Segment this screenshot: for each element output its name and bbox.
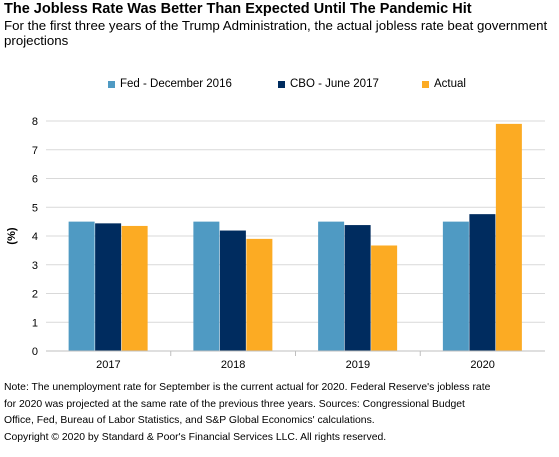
- legend-item-cbo: CBO - June 2017: [278, 78, 379, 90]
- x-tick-label: 2019: [346, 359, 370, 371]
- legend-item-fed: Fed - December 2016: [108, 78, 232, 90]
- chart-title: The Jobless Rate Was Better Than Expecte…: [4, 1, 472, 17]
- chart-subtitle: For the first three years of the Trump A…: [4, 18, 548, 48]
- y-tick-label: 3: [32, 260, 38, 272]
- y-tick-label: 7: [32, 145, 38, 157]
- bar: [121, 225, 148, 351]
- footnote-line: for 2020 was projected at the same rate …: [4, 398, 465, 410]
- bar: [318, 221, 345, 351]
- footnote: Note: The unemployment rate for Septembe…: [4, 380, 554, 446]
- x-tick-label: 2017: [96, 359, 120, 371]
- bar: [371, 245, 398, 351]
- y-tick-label: 2: [32, 289, 38, 301]
- bar: [495, 123, 522, 351]
- bar: [442, 221, 469, 351]
- chart-legend: Fed - December 2016 CBO - June 2017 Actu…: [0, 78, 559, 94]
- footnote-line: Office, Fed, Bureau of Labor Statistics,…: [4, 415, 375, 426]
- y-tick-label: 8: [32, 116, 38, 128]
- bar-chart: 0 1 2 3 4 5 6 7 8 (%) 2017 2018 2019 2020: [6, 116, 545, 371]
- bar: [219, 230, 246, 351]
- bar: [246, 238, 273, 351]
- bar: [469, 214, 496, 351]
- footnote-line: Note: The unemployment rate for Septembe…: [4, 382, 491, 393]
- x-tick-label: 2018: [221, 359, 245, 371]
- legend-swatch-fed: [108, 80, 115, 88]
- legend-swatch-actual: [422, 80, 429, 88]
- y-tick-label: 5: [32, 202, 38, 214]
- legend-label-actual: Actual: [434, 78, 466, 90]
- y-axis-label: (%): [6, 227, 18, 244]
- legend-item-actual: Actual: [422, 78, 466, 90]
- legend-label-cbo: CBO - June 2017: [290, 78, 379, 90]
- legend-label-fed: Fed - December 2016: [120, 78, 232, 90]
- y-tick-label: 6: [32, 174, 38, 186]
- y-tick-label: 1: [32, 317, 38, 329]
- bar: [193, 221, 220, 351]
- bar: [95, 223, 122, 351]
- x-tick-label: 2020: [470, 359, 494, 371]
- y-tick-label: 0: [32, 346, 38, 358]
- bar: [68, 221, 95, 351]
- y-tick-label: 4: [32, 231, 38, 243]
- legend-swatch-cbo: [278, 80, 285, 88]
- copyright-line: Copyright © 2020 by Standard & Poor's Fi…: [4, 431, 387, 443]
- bar: [344, 225, 371, 351]
